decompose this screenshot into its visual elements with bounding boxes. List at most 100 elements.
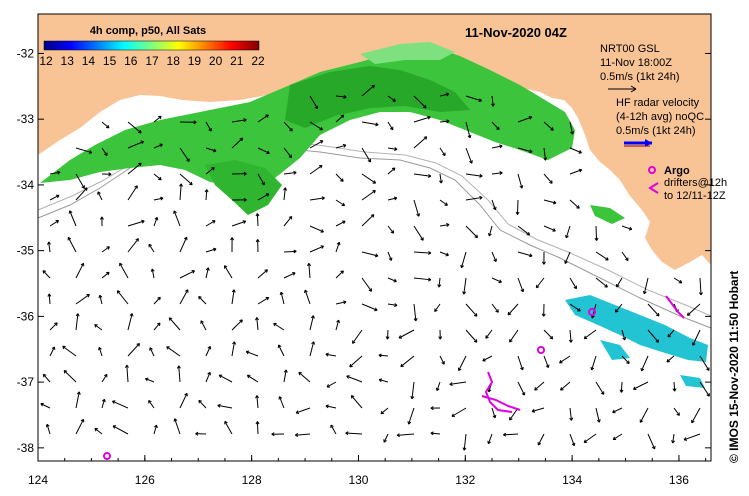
current-arrowhead: [437, 284, 442, 288]
sst-patch-cyan-2: [600, 340, 630, 360]
current-arrow: [463, 433, 467, 451]
current-arrowhead: [198, 399, 202, 404]
current-arrow: [543, 355, 549, 368]
current-arrow: [621, 251, 629, 261]
current-arrowhead: [531, 408, 536, 413]
current-arrowhead: [385, 336, 390, 340]
current-arrowhead: [243, 197, 247, 202]
current-arrowhead: [81, 185, 85, 189]
current-arrow: [148, 243, 155, 253]
current-arrowhead: [430, 406, 434, 411]
sst-patches: [40, 42, 708, 388]
current-arrowhead: [138, 162, 142, 167]
current-arrow: [309, 140, 324, 149]
current-arrow: [48, 293, 51, 305]
current-arrow: [153, 143, 163, 149]
current-arrowhead: [565, 234, 569, 239]
sst-colorbar: 4h comp, p50, All Sats 12 13 14 15 16 17 18 19 2…: [39, 25, 265, 68]
current-arrow: [205, 346, 211, 357]
current-arrowhead: [423, 136, 428, 140]
current-arrowhead: [509, 417, 513, 421]
current-arrow: [517, 251, 533, 257]
sst-patch-light: [360, 42, 455, 64]
current-arrow: [439, 251, 449, 256]
current-arrowhead: [243, 171, 247, 176]
current-arrowhead: [389, 126, 394, 131]
current-arrowhead: [666, 358, 671, 363]
current-arrow: [517, 116, 532, 123]
current-arrow: [283, 369, 287, 383]
current-arrow: [413, 173, 431, 177]
current-arrow: [151, 268, 155, 279]
current-arrowhead: [420, 237, 424, 241]
current-arrowhead: [266, 150, 270, 155]
current-arrow: [309, 225, 324, 233]
current-arrow: [99, 295, 103, 305]
current-arrow: [326, 381, 337, 388]
current-arrowhead: [372, 180, 377, 184]
current-arrow: [63, 370, 77, 383]
sst-patch-cyan: [565, 295, 708, 362]
current-arrow: [673, 407, 680, 416]
current-arrowhead: [294, 433, 299, 437]
current-arrowhead: [265, 114, 269, 118]
land-australia: [38, 14, 711, 270]
current-arrow: [335, 220, 346, 227]
current-arrow: [309, 121, 323, 131]
current-arrow: [439, 224, 450, 227]
current-arrowhead: [179, 183, 183, 187]
current-arrow: [94, 427, 103, 435]
current-arrowhead: [535, 284, 540, 289]
current-arrowhead: [485, 335, 489, 339]
current-arrowhead: [207, 345, 212, 350]
current-arrowhead: [491, 103, 495, 107]
current-arrow: [413, 116, 431, 123]
current-arrow: [640, 355, 649, 372]
current-arrow: [149, 347, 155, 357]
y-axis: -32 -33 -34 -35 -36 -37 -38: [17, 46, 711, 455]
current-arrow: [335, 319, 340, 331]
current-arrowhead: [218, 374, 223, 379]
current-arrow: [621, 329, 626, 341]
current-arrowhead: [51, 346, 56, 350]
current-arrowhead: [549, 335, 554, 340]
current-arrow: [491, 407, 496, 419]
current-arrow: [595, 225, 598, 241]
current-arrowhead: [423, 104, 427, 109]
current-arrowhead: [392, 98, 396, 102]
current-arrowhead: [520, 366, 524, 371]
current-arrowhead: [342, 220, 346, 225]
nrt-line-2: 11-Nov 18:00Z: [600, 57, 672, 69]
current-arrow: [346, 375, 363, 383]
current-arrow: [439, 93, 450, 97]
current-arrowhead: [212, 220, 216, 224]
current-arrowhead: [145, 377, 149, 382]
hf-line-2: (4-12h avg) noQC: [616, 111, 704, 123]
current-arrow: [231, 137, 243, 149]
current-arrowhead: [479, 195, 483, 200]
current-arrow: [178, 365, 181, 383]
current-arrow: [101, 374, 108, 383]
current-arrow: [205, 220, 216, 227]
current-arrow: [205, 167, 215, 175]
drifter-track: [481, 395, 521, 411]
current-arrow: [430, 432, 441, 435]
current-arrow: [672, 433, 675, 444]
current-arrowhead: [496, 126, 500, 131]
current-arrow: [205, 248, 217, 253]
current-arrow: [309, 95, 319, 109]
current-arrow: [543, 147, 547, 161]
current-arrowhead: [388, 257, 393, 261]
current-arrowhead: [543, 157, 548, 161]
current-arrowhead: [534, 387, 538, 391]
x-tick-label: 132: [455, 473, 475, 487]
current-arrowhead: [204, 189, 209, 193]
current-arrow: [543, 329, 554, 340]
current-arrowhead: [430, 431, 434, 436]
current-arrowhead: [451, 413, 455, 417]
current-arrowhead: [343, 94, 347, 99]
current-arrowhead: [370, 214, 375, 218]
current-arrowhead: [101, 398, 106, 403]
current-arrow: [94, 324, 103, 331]
